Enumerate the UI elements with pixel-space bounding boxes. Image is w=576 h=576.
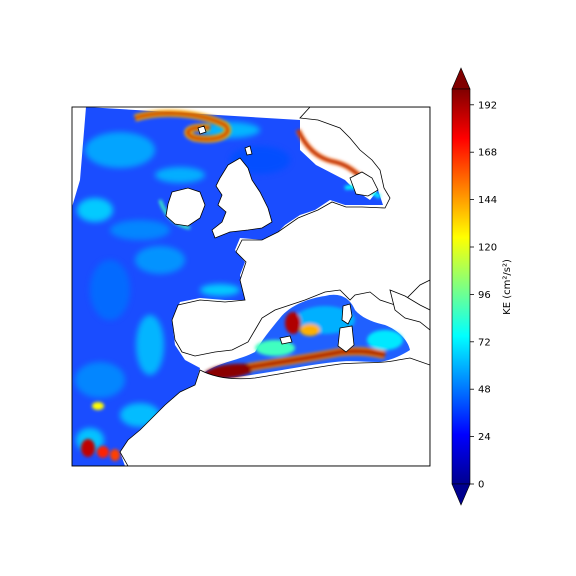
northern-islands <box>197 125 430 331</box>
mediterranean-base <box>205 294 410 379</box>
balearic-islands <box>279 335 293 345</box>
colorbar-label: KE (cm²/s²) <box>502 259 513 315</box>
ireland <box>165 187 206 227</box>
western-europe-mainland <box>171 107 430 357</box>
canary-eddy <box>97 446 109 458</box>
ke-patch <box>300 324 320 336</box>
faroe-islands <box>197 125 207 135</box>
atlantic-ke-field <box>72 107 383 466</box>
ke-patch <box>255 340 295 356</box>
colorbar: 0 24 48 72 96 120 144 168 192 KE (cm²/s²) <box>451 67 513 506</box>
colorbar-tick-label: 192 <box>478 100 497 111</box>
norway-coastal-current-core <box>296 129 366 181</box>
colorbar-tick-label: 96 <box>478 290 491 301</box>
shetland <box>244 145 253 156</box>
map-frame <box>71 106 431 467</box>
colorbar-body <box>451 88 471 485</box>
colorbar-ticks: 0 24 48 72 96 120 144 168 192 <box>470 100 497 491</box>
ke-patch <box>75 362 125 398</box>
sardinia <box>337 325 355 353</box>
land-masses <box>72 107 430 466</box>
colorbar-extend-max <box>451 67 471 90</box>
denmark <box>349 171 379 197</box>
colorbar-tick-label: 48 <box>478 385 491 396</box>
colorbar-tick-label: 24 <box>478 432 491 443</box>
colorbar-tick-label: 72 <box>478 337 491 348</box>
alboran-sea-ke <box>205 363 252 379</box>
algerian-current-core <box>244 349 386 370</box>
colorbar-extend-min <box>451 483 471 506</box>
great-britain <box>211 157 273 239</box>
ke-patch <box>200 284 240 296</box>
azores-eddy <box>92 402 104 410</box>
ke-patch <box>90 260 130 320</box>
corsica <box>341 303 353 325</box>
colorbar-tick-label: 168 <box>478 148 497 159</box>
ke-patch <box>77 198 113 222</box>
ke-patch <box>136 315 164 375</box>
ke-patch <box>85 132 155 168</box>
iceland-faroes-ke-front-core <box>134 111 229 141</box>
canary-eddy <box>110 449 120 461</box>
mediterranean-ke-field <box>205 294 410 379</box>
ke-patch <box>135 246 185 274</box>
ke-patch <box>155 167 205 183</box>
colorbar-tick-label: 0 <box>478 480 484 491</box>
colorbar-tick-label: 120 <box>478 243 497 254</box>
map-panel <box>72 107 430 466</box>
gulf-of-lion-eddy <box>285 312 301 334</box>
colorbar-tick-label: 144 <box>478 195 497 206</box>
italy-coast <box>389 289 430 331</box>
canary-eddy <box>81 439 95 457</box>
ke-patch <box>110 220 170 240</box>
north-africa <box>72 357 430 466</box>
ke-patch <box>367 330 403 350</box>
